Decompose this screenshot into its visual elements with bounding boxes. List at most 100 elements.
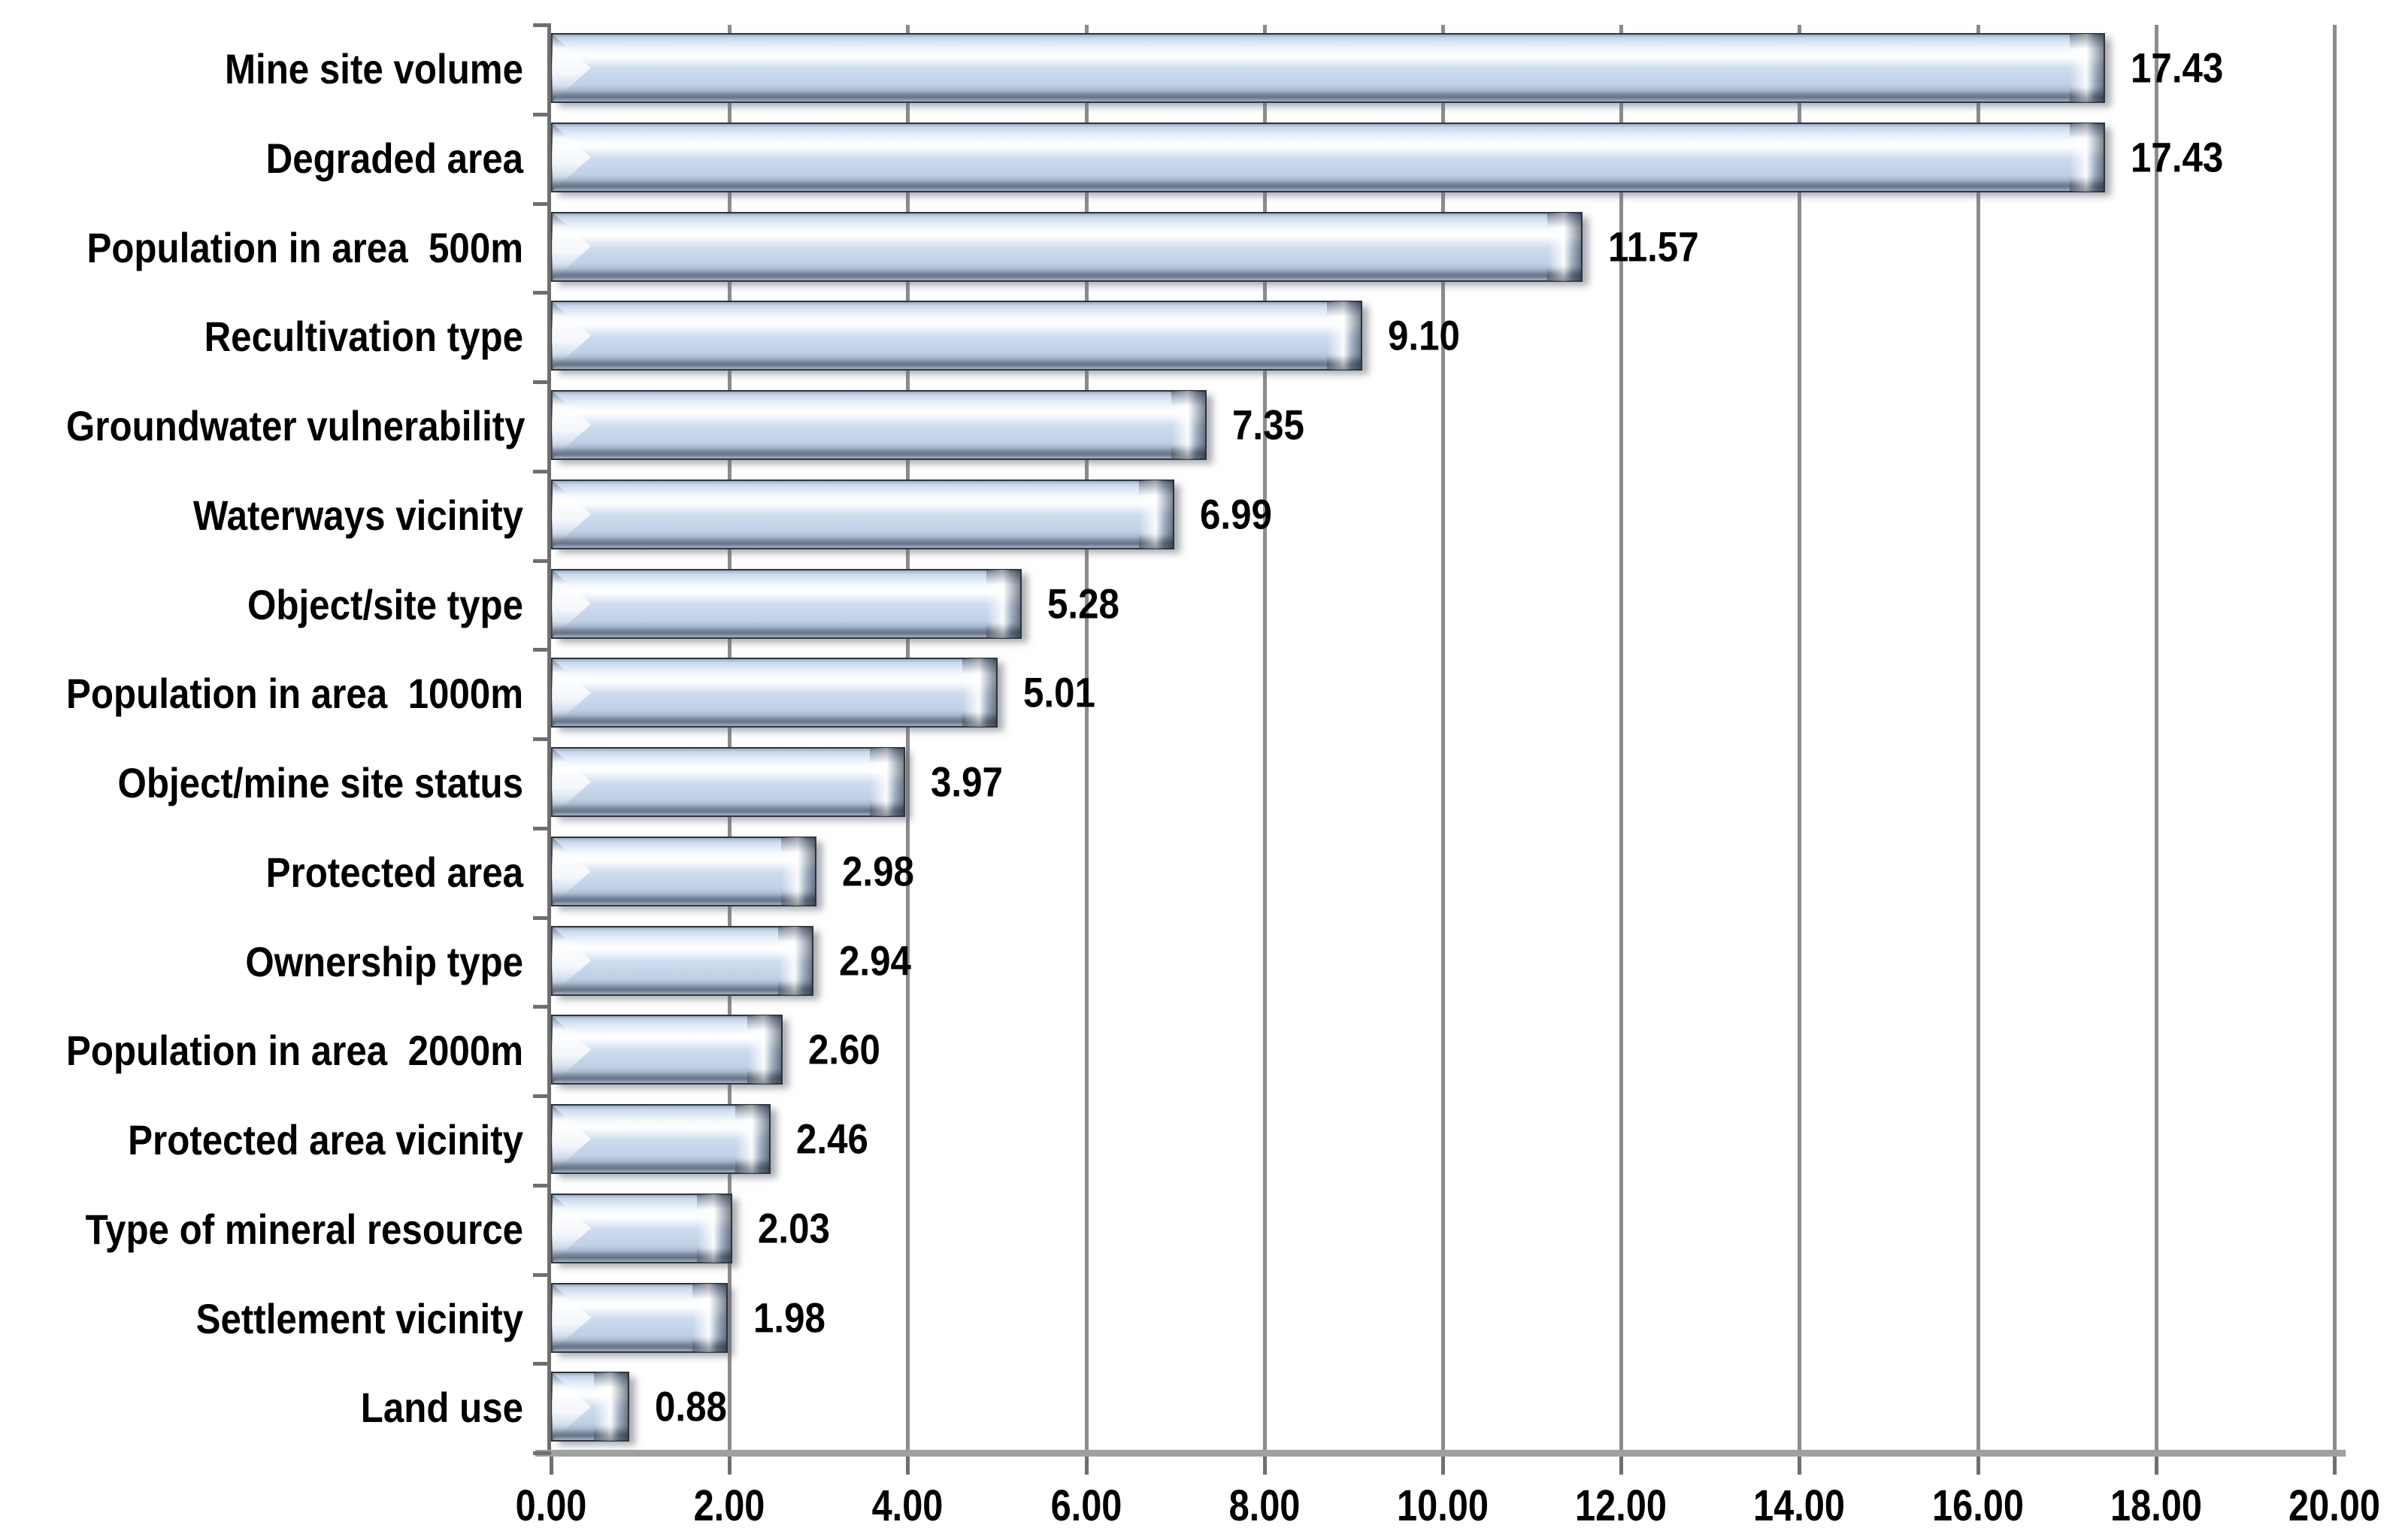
- value-axis-tick-label: 8.00: [1228, 1481, 1301, 1530]
- category-label: Waterways vicinity: [192, 491, 524, 539]
- bar: [551, 658, 998, 728]
- value-axis-tick-label: 12.00: [1575, 1481, 1668, 1530]
- value-axis-tick-label: 0.00: [515, 1481, 587, 1530]
- bar: [551, 836, 817, 906]
- category-axis-tick: [533, 648, 551, 652]
- category-label: Settlement vicinity: [195, 1294, 524, 1342]
- bar-value-label: 2.98: [842, 847, 915, 895]
- bar-row: 11.57: [551, 204, 2334, 293]
- bar-value-label: 0.88: [655, 1382, 728, 1430]
- category-label: Population in area 2000m: [66, 1027, 524, 1075]
- bar-row: 2.46: [551, 1096, 2334, 1185]
- bar-value-label: 2.94: [838, 936, 911, 984]
- value-axis-tick: [1619, 1455, 1624, 1475]
- value-axis-tick: [1441, 1455, 1445, 1475]
- category-axis-tick: [533, 1094, 551, 1098]
- category-axis-tick: [533, 1183, 551, 1188]
- bar-row: 2.60: [551, 1006, 2334, 1096]
- bar: [551, 747, 905, 817]
- bar: [551, 1372, 630, 1442]
- value-axis-tick-label: 16.00: [1931, 1481, 2024, 1530]
- bar-value-label: 5.01: [1023, 668, 1096, 716]
- bar: [551, 122, 2106, 192]
- value-axis-tick: [1798, 1455, 1802, 1475]
- gridline: [2154, 25, 2158, 1453]
- bar-value-label: 2.60: [808, 1025, 881, 1073]
- bar-value-label: 9.10: [1388, 311, 1461, 359]
- value-axis-tick-labels: 0.00 2.00 4.00 6.00 8.00 10.00 12.00 14.00 16.00…: [516, 1481, 2380, 1536]
- bar-value-label: 7.35: [1231, 401, 1304, 449]
- bar: [551, 1193, 732, 1263]
- category-label: Protected area vicinity: [128, 1116, 524, 1163]
- gridline: [2333, 25, 2337, 1453]
- gridline: [906, 25, 910, 1453]
- category-axis-tick: [533, 1005, 551, 1009]
- value-axis-tick: [2154, 1455, 2158, 1475]
- bar-row: 17.43: [551, 114, 2334, 204]
- category-axis-tick: [533, 469, 551, 473]
- bar-value-label: 2.46: [795, 1115, 868, 1163]
- gridline: [1262, 25, 1267, 1453]
- category-axis-tick: [533, 826, 551, 831]
- value-axis-tick-label: 2.00: [693, 1481, 765, 1530]
- category-axis-tick: [533, 915, 551, 920]
- bar: [551, 211, 1583, 282]
- value-axis-tick: [1976, 1455, 1980, 1475]
- bar-value-label: 17.43: [2131, 44, 2224, 92]
- bar-row: 17.43: [551, 25, 2334, 114]
- category-label: Object/site type: [247, 580, 524, 628]
- category-axis-tick: [533, 201, 551, 206]
- category-axis-tick: [533, 23, 551, 27]
- bar-value-label: 6.99: [1200, 490, 1272, 538]
- category-label: Population in area 500m: [86, 223, 524, 271]
- bar: [551, 390, 1207, 460]
- bar-value-label: 2.03: [757, 1204, 830, 1252]
- category-label: Population in area 1000m: [66, 670, 524, 718]
- category-label: Object/mine site status: [117, 759, 524, 806]
- bar-value-label: 1.98: [753, 1293, 825, 1341]
- category-axis-tick: [533, 112, 551, 116]
- bar-row: 5.28: [551, 561, 2334, 650]
- bar-row: 7.35: [551, 382, 2334, 471]
- category-axis-tick: [533, 737, 551, 741]
- bar-row: 2.94: [551, 918, 2334, 1007]
- bar-row: 5.01: [551, 649, 2334, 739]
- value-axis-tick-label: 14.00: [1753, 1481, 1846, 1530]
- bar-row: 2.03: [551, 1185, 2334, 1275]
- category-label: Land use: [360, 1384, 524, 1432]
- bar-value-label: 17.43: [2131, 133, 2224, 181]
- gridline: [728, 25, 732, 1453]
- bar: [551, 33, 2106, 103]
- category-axis-tick: [533, 1451, 551, 1455]
- category-label: Recultivation type: [204, 313, 524, 361]
- bar-row: 3.97: [551, 739, 2334, 828]
- value-axis-tick: [1084, 1455, 1089, 1475]
- bar: [551, 1104, 771, 1174]
- value-axis-tick: [550, 1455, 553, 1475]
- bar-row: 1.98: [551, 1275, 2334, 1364]
- category-label: Protected area: [265, 848, 524, 896]
- value-axis-tick-label: 20.00: [2288, 1481, 2380, 1530]
- bar-row: 0.88: [551, 1363, 2334, 1453]
- category-axis-tick: [533, 1272, 551, 1277]
- gridline: [1976, 25, 1980, 1453]
- category-axis-tick: [533, 291, 551, 295]
- bar: [551, 479, 1174, 549]
- value-axis-tick-label: 10.00: [1397, 1481, 1489, 1530]
- gridline: [1084, 25, 1089, 1453]
- category-axis-tick: [533, 1362, 551, 1366]
- bar: [551, 1015, 783, 1085]
- category-axis-tick: [533, 558, 551, 563]
- bar: [551, 1282, 728, 1353]
- value-axis-tick-label: 4.00: [871, 1481, 944, 1530]
- gridline: [1798, 25, 1802, 1453]
- bar-value-label: 3.97: [930, 758, 1003, 806]
- bar: [551, 568, 1022, 639]
- value-axis-tick: [906, 1455, 910, 1475]
- plot-area: 17.43 17.43 11.57 9.10 7.35 6.99 5.28 5.01 3.97 2…: [551, 25, 2337, 1453]
- value-axis-tick: [2333, 1455, 2337, 1475]
- bar-row: 6.99: [551, 471, 2334, 561]
- bar-value-label: 5.28: [1047, 579, 1120, 627]
- value-axis-tick: [1262, 1455, 1267, 1475]
